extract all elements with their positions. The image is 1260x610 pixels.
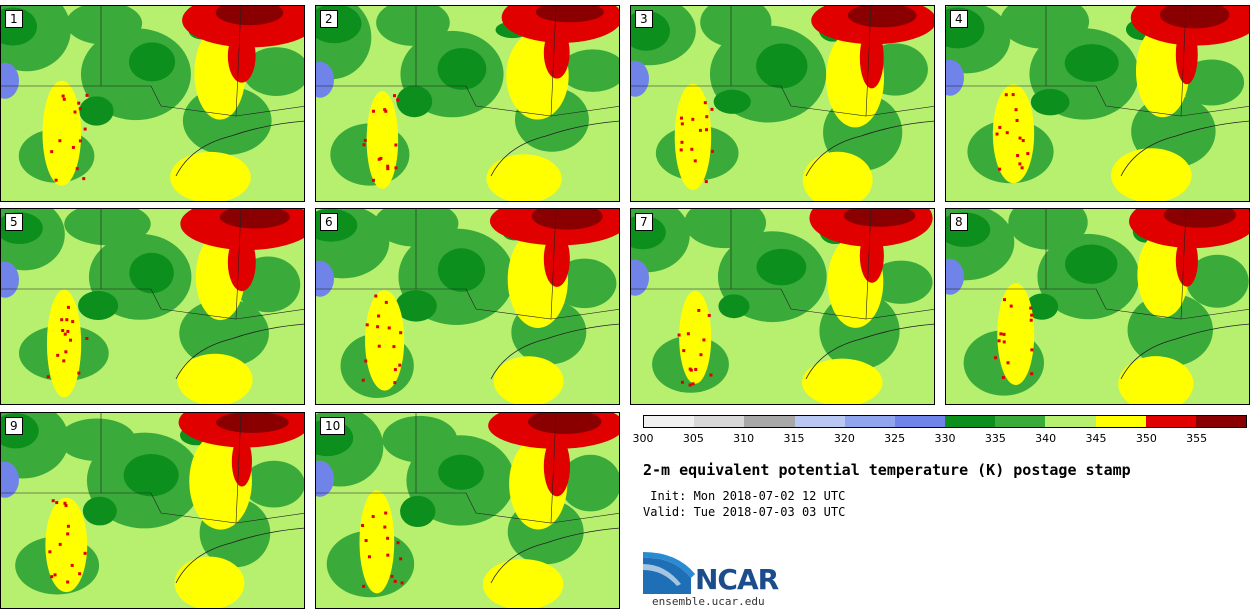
- colorbar-segment: [794, 416, 845, 427]
- panel-1: 1: [0, 5, 305, 202]
- colorbar-segment: [1045, 416, 1096, 427]
- colorbar-segment: [694, 416, 745, 427]
- colorbar-tick: 315: [783, 432, 805, 445]
- panel-label: 1: [5, 10, 23, 28]
- ncar-logo-icon: [643, 552, 695, 594]
- colorbar-segment: [894, 416, 946, 427]
- colorbar-tick: 320: [833, 432, 855, 445]
- colorbar-segment: [1195, 416, 1247, 427]
- panel-8: 8: [945, 208, 1250, 405]
- panel-label: 3: [635, 10, 653, 28]
- panel-label: 10: [320, 417, 346, 435]
- colorbar-segment: [1145, 416, 1196, 427]
- colorbar-segment: [644, 416, 695, 427]
- map-2: [316, 6, 619, 201]
- panel-label: 6: [320, 213, 338, 231]
- colorbar-tick: 305: [682, 432, 704, 445]
- map-7: [631, 209, 934, 404]
- figure-title: 2-m equivalent potential temperature (K)…: [643, 461, 1131, 479]
- colorbar-tick: 330: [934, 432, 956, 445]
- colorbar-segment: [1095, 416, 1146, 427]
- panel-5: 5: [0, 208, 305, 405]
- panel-label: 4: [950, 10, 968, 28]
- panel-label: 2: [320, 10, 338, 28]
- logo-text: NCAR: [695, 563, 779, 596]
- panel-7: 7: [630, 208, 935, 405]
- panel-6: 6: [315, 208, 620, 405]
- colorbar-tick: 355: [1186, 432, 1208, 445]
- colorbar-segment: [995, 416, 1046, 427]
- map-3: [631, 6, 934, 201]
- colorbar-tick: 300: [632, 432, 654, 445]
- colorbar-segment: [945, 416, 996, 427]
- panel-4: 4: [945, 5, 1250, 202]
- colorbar-segment: [744, 416, 795, 427]
- colorbar-tick: 310: [733, 432, 755, 445]
- map-8: [946, 209, 1249, 404]
- map-6: [316, 209, 619, 404]
- map-10: [316, 413, 619, 608]
- panel-9: 9: [0, 412, 305, 609]
- colorbar-tick: 340: [1035, 432, 1057, 445]
- colorbar-tick: 325: [884, 432, 906, 445]
- panel-label: 9: [5, 417, 23, 435]
- panel-2: 2: [315, 5, 620, 202]
- colorbar: [643, 415, 1247, 428]
- panel-label: 8: [950, 213, 968, 231]
- site-url: ensemble.ucar.edu: [652, 595, 765, 608]
- map-4: [946, 6, 1249, 201]
- colorbar-tick: 350: [1135, 432, 1157, 445]
- init-time: Init: Mon 2018-07-02 12 UTC: [643, 489, 846, 503]
- colorbar-ticks: 300 305 310 315 320 325 330 335 340 345 350 355: [633, 432, 1247, 446]
- map-5: [1, 209, 304, 404]
- panel-label: 7: [635, 213, 653, 231]
- panel-label: 5: [5, 213, 23, 231]
- valid-time: Valid: Tue 2018-07-03 03 UTC: [643, 505, 846, 519]
- map-1: [1, 6, 304, 201]
- colorbar-tick: 335: [984, 432, 1006, 445]
- colorbar-tick: 345: [1085, 432, 1107, 445]
- colorbar-segment: [844, 416, 895, 427]
- panel-10: 10: [315, 412, 620, 609]
- map-9: [1, 413, 304, 608]
- panel-3: 3: [630, 5, 935, 202]
